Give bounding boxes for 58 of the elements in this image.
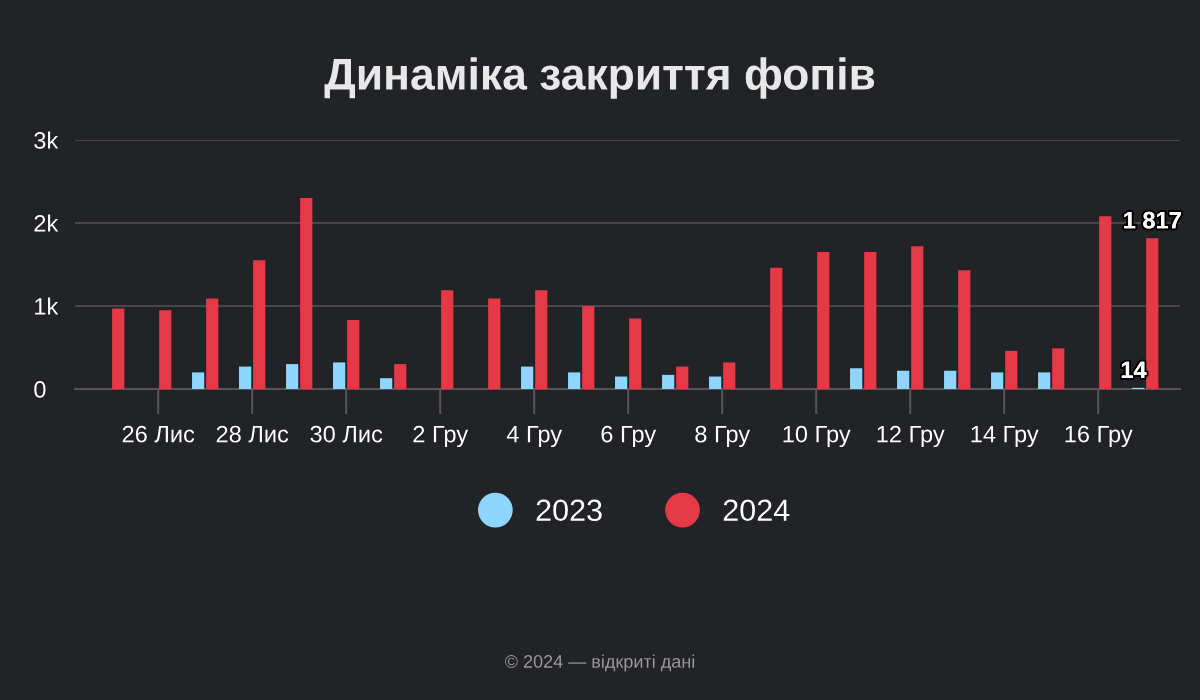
bar — [192, 372, 205, 389]
bar — [112, 308, 125, 389]
x-tick-label: 12 Гру — [877, 425, 945, 448]
x-tick-label: 4 Гру — [506, 425, 563, 448]
x-tick-label: 10 Гру — [783, 425, 851, 448]
x-tick-label: 8 Гру — [695, 425, 751, 448]
bar — [676, 366, 689, 389]
bar — [286, 364, 299, 389]
legend-label: 2024 — [723, 499, 790, 522]
bar — [521, 366, 534, 389]
x-tick-label: 2 Гру — [413, 425, 469, 448]
bar — [615, 376, 628, 389]
x-tick-label: 26 Лис — [122, 425, 195, 443]
data-label: 1 817 — [1124, 211, 1181, 229]
bar — [1052, 348, 1065, 389]
y-tick-label: 0 — [34, 381, 46, 398]
bar — [535, 290, 548, 389]
bar — [333, 362, 346, 389]
bar — [206, 298, 219, 389]
y-tick-label: 3k — [34, 131, 59, 149]
bar — [850, 368, 863, 389]
y-tick-label: 2k — [34, 214, 59, 232]
bar — [723, 362, 736, 389]
bar — [488, 298, 501, 389]
bar — [662, 374, 675, 389]
y-tick-label: 1k — [35, 297, 59, 315]
bar — [897, 370, 910, 389]
chart-title: Динаміка закриття фопів — [324, 57, 875, 99]
bar — [1099, 216, 1112, 389]
bar — [441, 290, 454, 389]
bar — [864, 252, 877, 389]
bar — [582, 306, 595, 389]
bar — [944, 370, 957, 389]
bar — [300, 198, 313, 389]
x-tick-label: 16 Гру — [1065, 425, 1133, 448]
bar — [958, 270, 971, 389]
x-tick-label: 30 Лис — [310, 425, 383, 443]
x-tick-label: 6 Гру — [601, 425, 657, 448]
x-tick-label: 14 Гру — [971, 425, 1039, 448]
bar — [347, 320, 360, 389]
bar — [709, 376, 722, 389]
x-tick-label: 28 Лис — [216, 425, 289, 443]
bar — [380, 378, 393, 389]
bar — [1146, 238, 1159, 389]
bar — [239, 366, 252, 389]
legend-label: 2023 — [536, 499, 602, 522]
bar — [568, 372, 581, 389]
text: © 2024 — відкриті дані — [504, 654, 695, 672]
bar — [911, 246, 924, 389]
bar — [253, 260, 266, 389]
bar — [817, 252, 830, 389]
bar — [394, 364, 407, 389]
bar — [991, 372, 1004, 389]
bar — [629, 318, 642, 389]
bar — [1005, 350, 1018, 389]
bar — [159, 310, 172, 389]
bar — [1038, 372, 1051, 389]
bar — [770, 267, 783, 389]
